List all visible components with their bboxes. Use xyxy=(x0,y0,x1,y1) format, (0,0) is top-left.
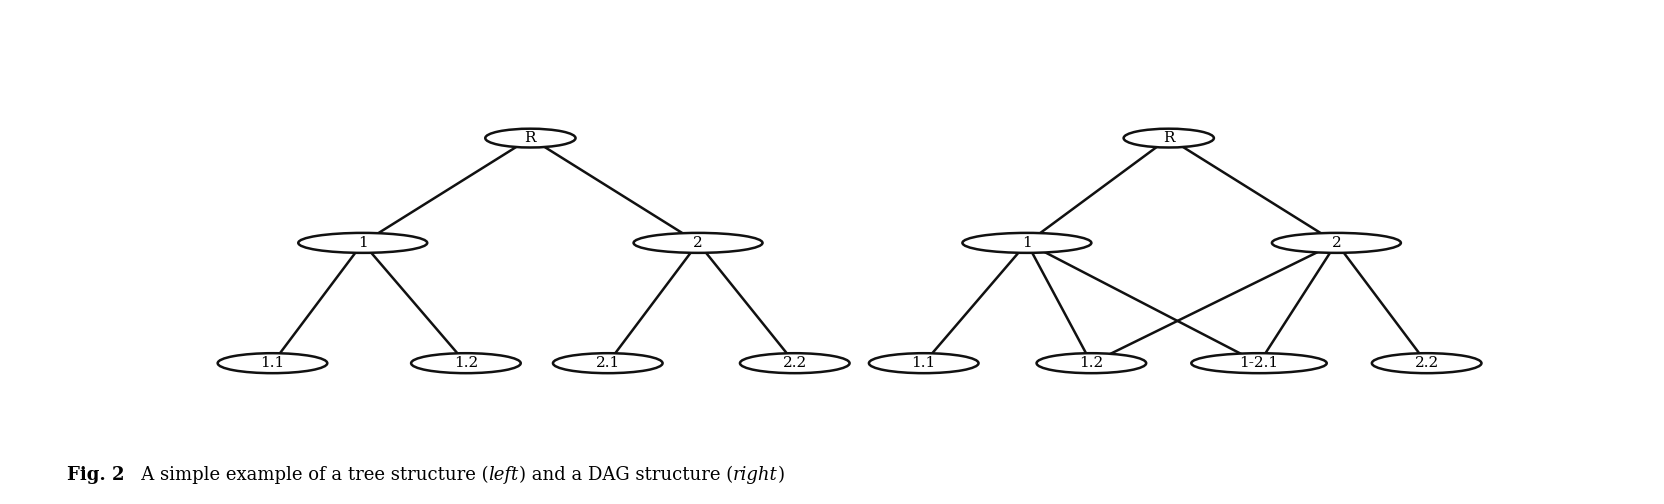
Ellipse shape xyxy=(1371,353,1481,373)
Text: 1.2: 1.2 xyxy=(1080,356,1103,370)
Ellipse shape xyxy=(411,353,521,373)
Text: 2.2: 2.2 xyxy=(1414,356,1439,370)
Ellipse shape xyxy=(634,233,762,253)
Text: 2.1: 2.1 xyxy=(596,356,621,370)
Ellipse shape xyxy=(740,353,850,373)
Text: ) and a DAG structure (: ) and a DAG structure ( xyxy=(519,466,734,484)
Text: 1.2: 1.2 xyxy=(454,356,478,370)
Ellipse shape xyxy=(1123,129,1215,148)
Text: 2: 2 xyxy=(1331,236,1341,250)
Text: ): ) xyxy=(779,466,785,484)
Text: R: R xyxy=(524,131,536,145)
Ellipse shape xyxy=(1037,353,1146,373)
Ellipse shape xyxy=(1191,353,1326,373)
Text: Fig. 2: Fig. 2 xyxy=(67,466,125,484)
Ellipse shape xyxy=(298,233,428,253)
Ellipse shape xyxy=(486,129,576,148)
Text: 1.1: 1.1 xyxy=(260,356,285,370)
Ellipse shape xyxy=(218,353,328,373)
Text: 1-2.1: 1-2.1 xyxy=(1240,356,1278,370)
Text: 1: 1 xyxy=(1022,236,1032,250)
Text: A simple example of a tree structure (: A simple example of a tree structure ( xyxy=(125,466,489,484)
Ellipse shape xyxy=(962,233,1092,253)
Text: left: left xyxy=(489,466,519,484)
Text: right: right xyxy=(734,466,779,484)
Text: R: R xyxy=(1163,131,1175,145)
Ellipse shape xyxy=(869,353,978,373)
Text: 1: 1 xyxy=(358,236,368,250)
Text: 2: 2 xyxy=(694,236,702,250)
Text: 2.2: 2.2 xyxy=(782,356,807,370)
Ellipse shape xyxy=(1271,233,1401,253)
Ellipse shape xyxy=(552,353,662,373)
Text: 1.1: 1.1 xyxy=(912,356,935,370)
